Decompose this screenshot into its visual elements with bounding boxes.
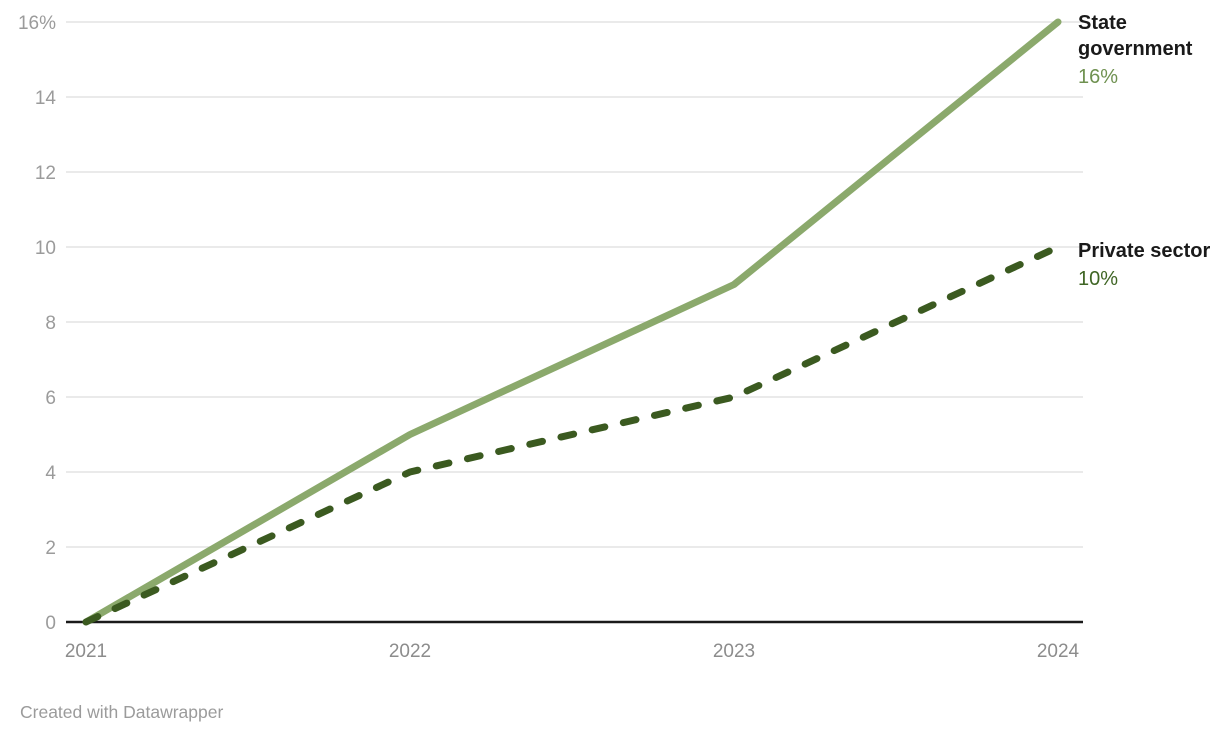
y-tick-label: 14 [35, 88, 57, 109]
series-lines-group [82, 18, 1062, 626]
series-label-state-government: State government [1078, 12, 1193, 60]
series-end-value-private-sector: 10% [1078, 268, 1119, 290]
x-tick-label: 2021 [65, 641, 107, 662]
attribution: Created with Datawrapper [20, 702, 224, 722]
line-chart: 0 2 4 6 8 10 12 14 16% 2021 2022 2023 2024 [18, 13, 1083, 662]
y-tick-label: 6 [45, 388, 56, 409]
x-tick-label: 2022 [389, 641, 431, 662]
x-axis-labels: 2021 2022 2023 2024 [65, 641, 1080, 662]
y-tick-label: 2 [45, 538, 56, 559]
series-label-private-sector: Private sector [1078, 240, 1211, 262]
y-tick-label: 8 [45, 313, 56, 334]
y-tick-label: 4 [45, 463, 56, 484]
y-tick-label: 12 [35, 163, 56, 184]
x-tick-label: 2024 [1037, 641, 1080, 662]
y-tick-label: 0 [45, 613, 56, 634]
series-annotation-state-government: State government 16% [1078, 10, 1216, 90]
y-tick-label: 10 [35, 238, 56, 259]
gridlines-group [66, 21, 1083, 548]
x-tick-label: 2023 [713, 641, 755, 662]
series-line-state-government [82, 18, 1062, 626]
series-annotation-private-sector: Private sector 10% [1078, 238, 1216, 292]
series-end-value-state-government: 16% [1078, 66, 1119, 88]
y-tick-label: 16% [18, 13, 56, 34]
series-line-private-sector [82, 243, 1062, 626]
y-axis-labels: 0 2 4 6 8 10 12 14 16% [18, 13, 56, 634]
